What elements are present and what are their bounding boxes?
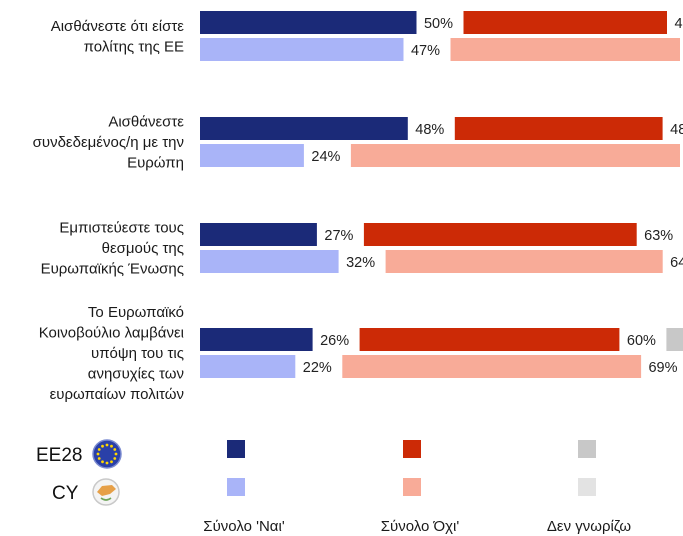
value-label: 32% [346, 255, 375, 271]
question-labels: Αισθάνεστε ότι είστε πολίτης της ΕΕ Αισθάν… [33, 18, 185, 403]
value-label: 26% [320, 333, 349, 349]
eu-flag-icon [92, 439, 122, 469]
legend-swatch [578, 478, 596, 496]
value-label: 47% [674, 16, 683, 32]
bars: 50%47%3%48%48%4%27%63%10%26%60%14%47%53%… [200, 11, 683, 378]
series-legend: Σύνολο 'Ναι' Σύνολο Όχι' Δεν γνωρίζω [203, 440, 631, 535]
bar-segment [200, 117, 408, 140]
question-label: Εμπιστεύεστε τους θεσμούς της Ευρωπαϊκής Έ… [41, 220, 184, 278]
value-label: 64% [670, 255, 683, 271]
legend-swatch [403, 440, 421, 458]
star-icon [96, 452, 100, 456]
legend-label: Δεν γνωρίζω [547, 518, 632, 535]
bar-segment [385, 250, 663, 273]
value-label: 63% [644, 228, 673, 244]
bar-segment [363, 223, 637, 246]
legend-label: Σύνολο Όχι' [381, 518, 460, 535]
star-icon [110, 444, 113, 448]
bar-segment [200, 11, 417, 34]
bar-segment [350, 144, 680, 167]
value-label: 27% [324, 228, 353, 244]
value-label: 47% [411, 43, 440, 59]
bar-segment [454, 117, 663, 140]
question-label: Αισθάνεστε συνδεδεμένος/η με την Ευρώπη [33, 114, 185, 172]
star-icon [101, 460, 104, 464]
star-icon [97, 457, 101, 460]
entity-label-ee28: EE28 [36, 445, 82, 466]
bar-segment [200, 355, 296, 378]
star-icon [113, 448, 117, 451]
star-icon [97, 448, 101, 451]
bar-segment [200, 250, 339, 273]
star-icon [105, 443, 109, 447]
value-label: 22% [303, 360, 332, 376]
legend-label: Σύνολο 'Ναι' [203, 518, 285, 535]
value-label: 69% [648, 360, 677, 376]
star-icon [110, 460, 113, 464]
star-icon [105, 461, 109, 465]
question-label: Αισθάνεστε ότι είστε πολίτης της ΕΕ [51, 18, 185, 56]
legend-swatch [227, 478, 245, 496]
legend-swatch [578, 440, 596, 458]
question-label: Το Ευρωπαϊκό Κοινοβούλιο λαμβάνει υπόψη το… [39, 304, 184, 403]
star-icon [113, 457, 117, 460]
value-label: 50% [424, 16, 453, 32]
bar-segment [200, 144, 304, 167]
entity-label-cy: CY [52, 483, 79, 504]
value-label: 60% [627, 333, 656, 349]
bar-segment [200, 328, 313, 351]
bar-segment [200, 223, 317, 246]
bar-segment [200, 38, 404, 61]
bar-segment [450, 38, 680, 61]
value-label: 24% [311, 149, 340, 165]
entity-legend: EE28 CY [36, 439, 122, 506]
star-icon [114, 452, 118, 456]
bar-segment [342, 355, 642, 378]
value-label: 48% [415, 122, 444, 138]
bar-segment [463, 11, 667, 34]
star-icon [101, 444, 104, 448]
bar-segment [359, 328, 620, 351]
value-label: 48% [670, 122, 683, 138]
bar-segment [666, 328, 683, 351]
legend-swatch [227, 440, 245, 458]
legend-swatch [403, 478, 421, 496]
cyprus-flag-icon [92, 478, 120, 506]
